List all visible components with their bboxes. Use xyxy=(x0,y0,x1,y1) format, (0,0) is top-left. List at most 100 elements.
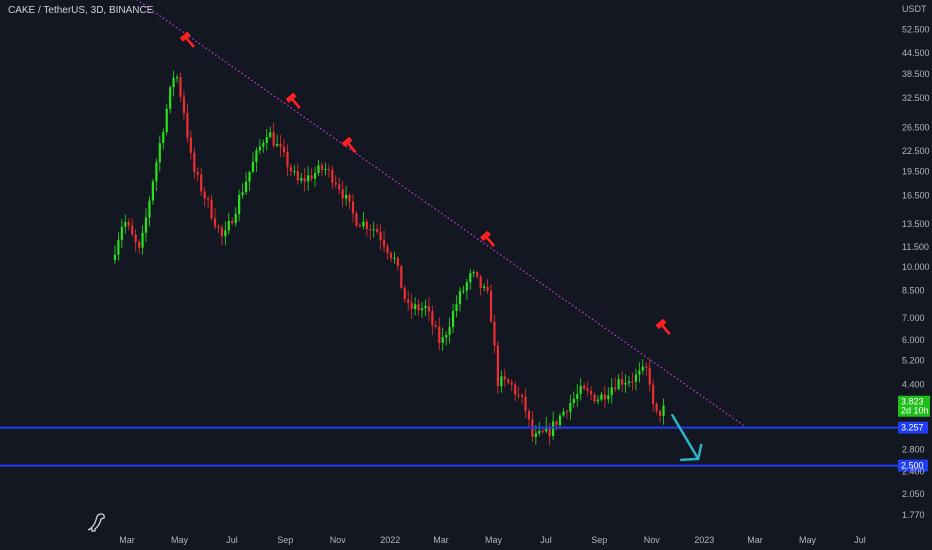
y-tick-label: 7.000 xyxy=(902,313,925,323)
candle-body xyxy=(545,426,548,432)
candle-body xyxy=(113,254,117,261)
candle-body xyxy=(207,198,210,200)
candle-body xyxy=(414,304,417,310)
candle-body xyxy=(621,379,624,385)
last-price-badge xyxy=(898,395,930,417)
y-tick-label: 38.500 xyxy=(902,69,930,79)
candle-body xyxy=(603,394,606,400)
candle-body xyxy=(507,379,510,383)
candle-body xyxy=(555,421,558,426)
candle-body xyxy=(634,374,638,382)
candle-body xyxy=(234,213,237,224)
hammer-icon xyxy=(480,230,496,248)
candle-body xyxy=(510,382,513,385)
support-price-label: 3.257 xyxy=(901,423,924,433)
candle-body xyxy=(255,150,258,162)
countdown-label: 2d 10h xyxy=(901,406,929,416)
candle-body xyxy=(369,229,372,231)
candle-body xyxy=(520,395,524,397)
candle-body xyxy=(645,366,648,368)
y-tick-label: 11.500 xyxy=(902,242,929,252)
candle-body xyxy=(341,189,344,199)
x-tick-label: Nov xyxy=(644,535,661,545)
candle-body xyxy=(434,325,437,327)
forecast-arrow-head-icon xyxy=(679,443,703,462)
candle-body xyxy=(203,191,206,199)
candle-body xyxy=(269,132,272,137)
candle-body xyxy=(334,182,337,185)
forecast-arrow-layer xyxy=(671,414,703,462)
y-tick-label: 26.500 xyxy=(902,122,930,132)
candle-body xyxy=(224,230,227,237)
candle-body xyxy=(213,218,217,227)
candle-body xyxy=(610,387,613,396)
candle-body xyxy=(131,225,134,235)
hammer-handle xyxy=(291,98,301,109)
candle-body xyxy=(624,382,627,385)
candle-body xyxy=(569,402,572,413)
y-tick-label: 16.500 xyxy=(902,190,930,200)
support-price-badge xyxy=(898,459,928,472)
candle-body xyxy=(144,217,148,233)
y-tick-label: 22.500 xyxy=(902,146,930,156)
candle-body xyxy=(324,168,327,170)
candle-body xyxy=(614,387,617,389)
candle-body xyxy=(345,194,348,199)
candle-body xyxy=(351,201,355,214)
candle-body xyxy=(483,286,486,289)
candle-body xyxy=(196,171,199,175)
candle-body xyxy=(600,394,603,400)
candle-body xyxy=(217,226,220,228)
candle-body xyxy=(134,234,137,243)
y-tick-label: 2.050 xyxy=(902,489,925,499)
x-tick-label: 2022 xyxy=(380,535,400,545)
candle-body xyxy=(658,411,662,417)
candle-body xyxy=(251,161,255,172)
tradingview-logo xyxy=(87,513,105,532)
y-tick-label: 13.500 xyxy=(902,219,930,229)
candle-body xyxy=(583,385,586,389)
candle-body xyxy=(548,426,551,436)
candle-body xyxy=(279,143,282,148)
hammer-handle xyxy=(485,236,496,248)
candle-body xyxy=(365,221,368,230)
candle-body xyxy=(313,172,317,179)
x-tick-label: Mar xyxy=(119,535,135,545)
candle-body xyxy=(227,220,230,231)
candle-body xyxy=(438,326,441,343)
candle-body xyxy=(355,213,358,226)
candle-body xyxy=(258,146,261,151)
candle-body xyxy=(189,137,192,153)
candle-body xyxy=(265,136,268,143)
hammer-head xyxy=(480,230,491,241)
time-axis[interactable]: Mar May Jul Sep Nov 2022 Mar May Jul Sep Nov 2023 Ma… xyxy=(119,535,865,545)
candle-body xyxy=(303,178,306,182)
candle-body xyxy=(648,367,651,385)
candle-body xyxy=(307,175,310,182)
candle-body xyxy=(379,231,382,240)
y-tick-label: 44.500 xyxy=(902,48,930,58)
candle-body xyxy=(586,388,589,391)
candle-body xyxy=(362,221,365,227)
candle-body xyxy=(289,167,293,172)
y-tick-label: 10.000 xyxy=(902,262,930,272)
trendline xyxy=(136,0,748,429)
candle-body xyxy=(476,272,479,277)
candle-body xyxy=(558,415,562,426)
currency-label: USDT xyxy=(902,4,927,14)
candle-body xyxy=(210,199,213,219)
candle-body xyxy=(527,411,531,420)
candle-body xyxy=(244,181,248,193)
candle-body xyxy=(572,398,575,403)
candle-body xyxy=(300,178,303,181)
candle-body xyxy=(231,220,234,224)
candle-body xyxy=(652,384,655,404)
candle-body xyxy=(200,174,203,192)
candle-body xyxy=(445,334,448,338)
y-tick-label: 5.200 xyxy=(902,356,925,366)
candle-body xyxy=(617,379,620,389)
candle-body xyxy=(138,242,141,248)
candle-body xyxy=(403,287,406,300)
